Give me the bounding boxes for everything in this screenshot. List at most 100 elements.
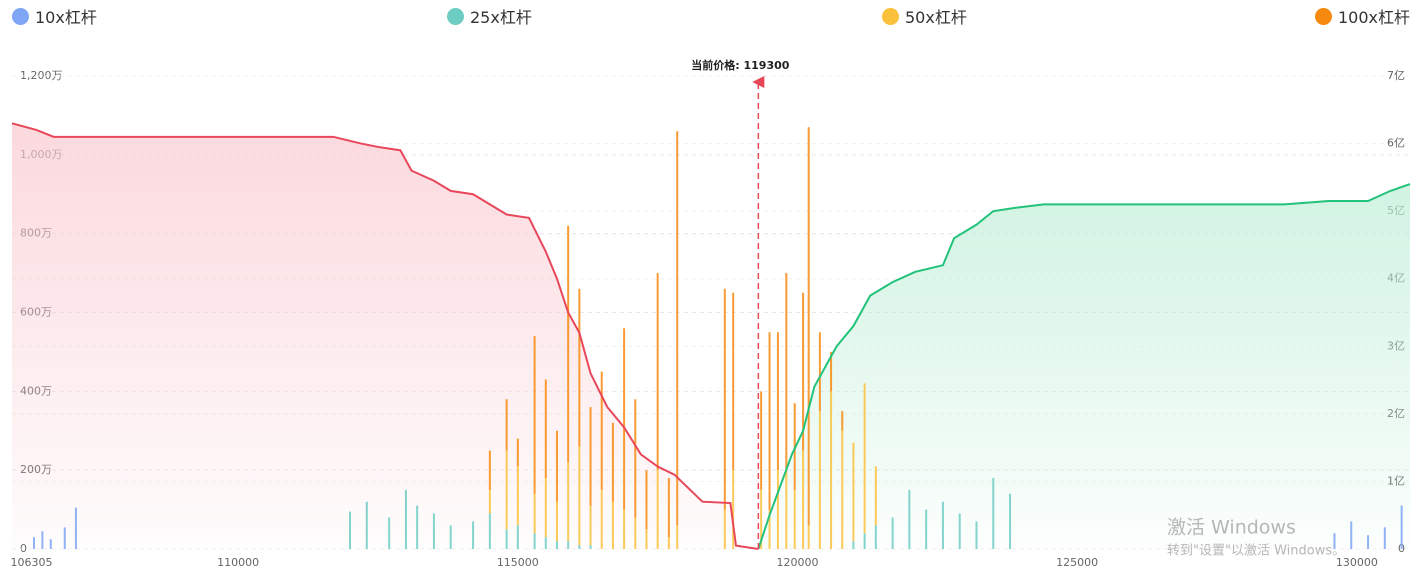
bar: [533, 493, 536, 534]
bar: [908, 489, 911, 549]
x-tick-label: 115000: [497, 556, 539, 569]
bar: [505, 399, 508, 451]
bar: [533, 336, 536, 494]
bar: [992, 478, 995, 549]
bar: [732, 292, 735, 471]
x-tick-label: 110000: [217, 556, 259, 569]
bar: [863, 383, 866, 534]
bar: [676, 131, 679, 526]
bar: [578, 545, 581, 549]
bar: [533, 533, 536, 549]
curve-area: [758, 184, 1410, 549]
bar: [589, 545, 592, 549]
bar: [1400, 505, 1403, 549]
bar: [516, 525, 519, 549]
x-tick-label: 125000: [1056, 556, 1098, 569]
bar: [656, 470, 659, 549]
bar: [544, 478, 547, 538]
x-tick-label: 130000: [1336, 556, 1378, 569]
bar: [807, 525, 810, 549]
bar: [634, 517, 637, 549]
bar: [667, 537, 670, 549]
bar: [925, 509, 928, 549]
bar: [723, 288, 726, 510]
legend-item[interactable]: 50x杠杆: [882, 4, 967, 28]
y-tick-label: 1,200万: [20, 69, 63, 82]
legend-marker: [12, 7, 29, 25]
bar: [623, 328, 626, 510]
legend-label: 100x杠杆: [1338, 8, 1411, 27]
bar: [874, 525, 877, 549]
legend-label: 50x杠杆: [905, 8, 967, 27]
bar: [776, 470, 779, 549]
legend-item[interactable]: 100x杠杆: [1315, 4, 1410, 28]
bar: [449, 525, 452, 549]
bar: [41, 531, 44, 549]
bar: [611, 422, 614, 502]
curve-area: [12, 123, 759, 550]
bar: [645, 529, 648, 549]
x-tick-label: 106305: [10, 556, 52, 569]
bar: [807, 127, 810, 526]
bar: [49, 539, 52, 549]
bar: [667, 478, 670, 538]
bar: [958, 513, 961, 549]
legend-item[interactable]: 10x杠杆: [12, 4, 97, 28]
bar: [544, 537, 547, 549]
y2-tick-label: 7亿: [1387, 69, 1405, 82]
legend-marker: [1315, 7, 1332, 25]
bar: [32, 537, 35, 549]
bar: [432, 513, 435, 549]
bar: [349, 511, 352, 549]
bar: [841, 411, 844, 431]
bar: [830, 391, 833, 549]
legend-marker: [882, 7, 899, 25]
bar: [830, 351, 833, 392]
bar: [555, 501, 558, 542]
bar: [760, 391, 763, 490]
bar: [768, 509, 771, 549]
bar: [645, 470, 648, 530]
legend-label: 25x杠杆: [470, 8, 532, 27]
curve-line: [757, 183, 1411, 550]
bar: [472, 521, 475, 549]
bar: [891, 517, 894, 549]
bar: [768, 332, 771, 510]
bar: [785, 470, 788, 549]
bar: [802, 450, 805, 549]
bar: [818, 411, 821, 549]
bar: [567, 225, 570, 463]
bar: [488, 489, 491, 514]
bar: [516, 438, 519, 467]
bar: [74, 507, 77, 549]
bar: [676, 525, 679, 549]
bar: [589, 505, 592, 546]
bar: [760, 489, 763, 549]
bar: [818, 332, 821, 412]
bar: [567, 462, 570, 542]
legend: 10x杠杆 25x杠杆 50x杠杆 100x杠杆: [0, 0, 1417, 30]
bar: [863, 533, 866, 549]
legend-item[interactable]: 25x杠杆: [447, 4, 532, 28]
bar: [852, 541, 855, 549]
bar: [776, 332, 779, 471]
bar: [785, 273, 788, 471]
bar: [1333, 533, 1336, 549]
legend-marker: [447, 7, 464, 25]
bar: [567, 541, 570, 549]
watermark: 转到"设置"以激活 Windows。: [1167, 544, 1345, 559]
bar: [516, 466, 519, 526]
curve-line: [11, 122, 759, 550]
y2-tick-label: 6亿: [1387, 137, 1405, 150]
bar: [555, 430, 558, 502]
bar: [365, 501, 368, 549]
bar: [488, 450, 491, 490]
bar: [634, 399, 637, 518]
bar: [600, 371, 603, 490]
current-price-label: 当前价格: 119300: [691, 58, 789, 72]
bar: [505, 529, 508, 549]
bar: [544, 379, 547, 479]
bar: [975, 521, 978, 549]
